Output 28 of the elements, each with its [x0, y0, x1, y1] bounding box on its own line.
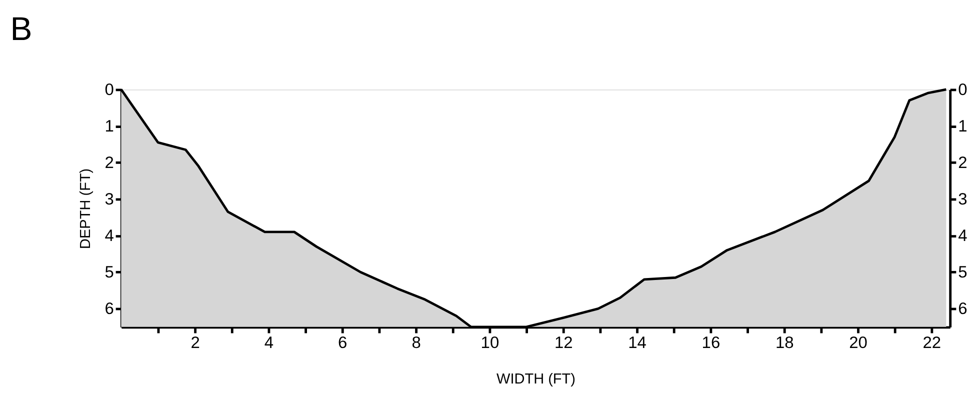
y2-tick-label: 0 [958, 80, 968, 99]
y2-tick-label: 3 [958, 190, 968, 208]
y2-tick-label: 1 [958, 117, 968, 136]
x-tick-label: 2 [190, 334, 200, 352]
x-axis-title: WIDTH (FT) [496, 372, 576, 388]
x-tick-label: 8 [412, 334, 421, 352]
x-tick-label: 14 [628, 334, 646, 352]
y-tick-label: 4 [104, 226, 114, 245]
y2-tick-label: 4 [958, 226, 968, 245]
y-axis-title: DEPTH (FT) [78, 168, 94, 249]
x-tick-label: 16 [702, 334, 720, 352]
x-tick-label: 4 [264, 334, 274, 352]
x-tick-label: 22 [922, 334, 942, 352]
x-tick-label: 18 [775, 334, 794, 352]
y-tick-label: 5 [104, 263, 114, 282]
y2-tick-label: 5 [958, 263, 968, 282]
y2-tick-label: 2 [958, 154, 968, 172]
y-tick-label: 3 [104, 190, 114, 208]
chart-title: B [10, 10, 32, 48]
y2-tick-label: 6 [958, 300, 968, 318]
y-tick-label: 1 [104, 117, 114, 136]
y-tick-label: 2 [104, 154, 114, 172]
y-tick-label: 6 [104, 300, 114, 318]
y-tick-label: 0 [104, 80, 114, 99]
x-tick-label: 20 [849, 334, 868, 352]
x-tick-label: 6 [338, 334, 348, 352]
x-tick-label: 10 [480, 334, 500, 352]
x-tick-label: 12 [554, 334, 573, 352]
